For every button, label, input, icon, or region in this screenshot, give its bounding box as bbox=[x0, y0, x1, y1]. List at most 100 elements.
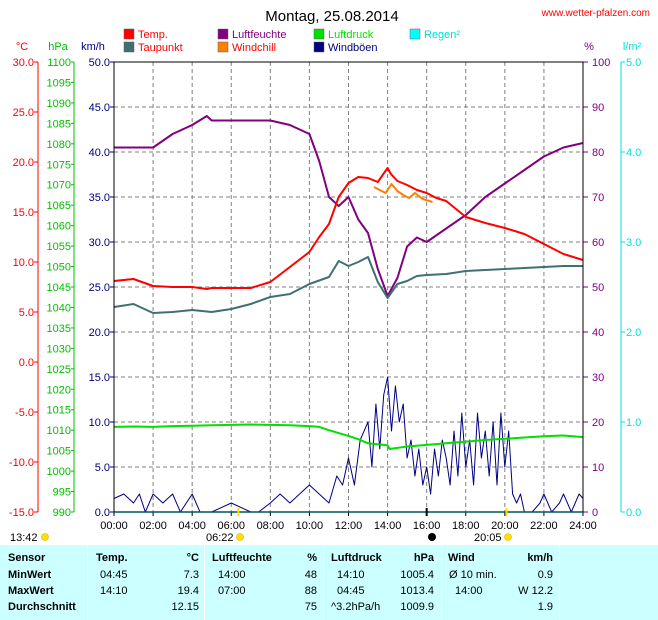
pressure-tick-label: 990 bbox=[53, 507, 71, 519]
temp-unit-label: °C bbox=[16, 41, 28, 53]
legend-swatch-windb-en bbox=[313, 41, 325, 53]
temp-tick-label: 0.0 bbox=[19, 357, 34, 369]
time-tick-label: 08:00 bbox=[257, 520, 285, 532]
time-tick-label: 00:00 bbox=[100, 520, 128, 532]
stats-cell: 1.9 bbox=[537, 601, 553, 613]
daylength-sun-icon bbox=[41, 533, 49, 541]
stats-cell: W 12.2 bbox=[518, 585, 553, 597]
wind-tick-label: 35.0 bbox=[89, 192, 110, 204]
temp-tick-label: 25.0 bbox=[13, 107, 34, 119]
weather-chart: Montag, 25.08.2014 www.wetter-pfalzen.co… bbox=[8, 8, 650, 544]
time-tick-label: 20:00 bbox=[491, 520, 519, 532]
stats-divider bbox=[204, 545, 205, 620]
stats-cell: 48 bbox=[304, 569, 317, 581]
stats-header-humidity-unit: % bbox=[307, 552, 317, 564]
stats-divider bbox=[323, 545, 324, 620]
humidity-tick-label: 40 bbox=[592, 327, 604, 339]
stats-header-pressure-unit: hPa bbox=[413, 552, 434, 564]
stats-cell: 0.9 bbox=[537, 569, 553, 581]
sunrise-sun-icon bbox=[236, 533, 244, 541]
stats-cell: 1005.4 bbox=[400, 569, 434, 581]
time-tick-label: 18:00 bbox=[452, 520, 480, 532]
humidity-tick-label: 100 bbox=[592, 57, 610, 69]
wind-tick-label: 40.0 bbox=[89, 147, 110, 159]
legend-label-windchill: Windchill bbox=[232, 42, 276, 54]
stats-header-temp-unit: °C bbox=[186, 552, 199, 564]
stats-header-wind-unit: km/h bbox=[527, 552, 553, 564]
rain-tick-label: 3.0 bbox=[626, 237, 641, 249]
stats-row-label: MinWert bbox=[8, 569, 52, 581]
pressure-tick-label: 1075 bbox=[47, 159, 71, 171]
wind-tick-label: 30.0 bbox=[89, 237, 110, 249]
stats-cell: 7.3 bbox=[183, 569, 199, 581]
wind-tick-label: 25.0 bbox=[89, 282, 110, 294]
humidity-tick-label: 60 bbox=[592, 237, 604, 249]
wind-tick-label: 5.0 bbox=[95, 462, 110, 474]
time-tick-label: 04:00 bbox=[178, 520, 206, 532]
sun-markers: 13:42 06:22 20:05 bbox=[10, 532, 512, 544]
humidity-tick-label: 0 bbox=[592, 507, 598, 519]
rain-unit-label: l/m² bbox=[623, 41, 642, 53]
humidity-tick-label: 20 bbox=[592, 417, 604, 429]
temp-tick-label: 30.0 bbox=[13, 57, 34, 69]
series-temp-line bbox=[113, 167, 584, 290]
plot-border bbox=[113, 61, 584, 513]
time-tick-label: 02:00 bbox=[139, 520, 167, 532]
legend-label-taupunkt: Taupunkt bbox=[138, 42, 183, 54]
stats-cell: 14:10 bbox=[100, 585, 128, 597]
legend-swatch-luftdruck bbox=[313, 28, 325, 40]
humidity-tick-label: 70 bbox=[592, 192, 604, 204]
stats-divider bbox=[441, 545, 442, 620]
plot-frame bbox=[113, 61, 584, 516]
sunset-label: 20:05 bbox=[474, 532, 502, 544]
daylength-label: 13:42 bbox=[10, 532, 38, 544]
stats-header-temp: Temp. bbox=[96, 552, 128, 564]
legend-label-regen: Regen² bbox=[424, 29, 460, 41]
site-link[interactable]: www.wetter-pfalzen.com bbox=[541, 8, 650, 19]
temp-tick-label: -15.0 bbox=[9, 507, 34, 519]
pressure-tick-label: 1070 bbox=[47, 180, 71, 192]
humidity-tick-label: 50 bbox=[592, 282, 604, 294]
pressure-tick-label: 1045 bbox=[47, 282, 71, 294]
legend-swatch-luftfeuchte bbox=[217, 28, 229, 40]
legend-label-windb-en: Windböen bbox=[328, 42, 378, 54]
sunset-sun-icon bbox=[504, 533, 512, 541]
wind-tick-label: 45.0 bbox=[89, 102, 110, 114]
pressure-tick-label: 1090 bbox=[47, 98, 71, 110]
pressure-tick-label: 1000 bbox=[47, 466, 71, 478]
pressure-tick-label: 1060 bbox=[47, 221, 71, 233]
stats-cell: 88 bbox=[304, 585, 317, 597]
stats-cell: 04:45 bbox=[100, 569, 128, 581]
wind-unit-label: km/h bbox=[81, 41, 105, 53]
temp-tick-label: 15.0 bbox=[13, 207, 34, 219]
legend-label-luftfeuchte: Luftfeuchte bbox=[232, 29, 286, 41]
temp-tick-label: 20.0 bbox=[13, 157, 34, 169]
time-tick-label: 10:00 bbox=[296, 520, 324, 532]
series-windchill-line bbox=[373, 183, 433, 203]
series-taupunkt-line bbox=[113, 256, 583, 314]
stats-cell: 14:10 bbox=[337, 569, 365, 581]
pressure-tick-label: 1015 bbox=[47, 405, 71, 417]
axis-ticks: 30.0 25.0 20.0 15.0 10.0 5.0 0.0 -5.0 -10.0 -15.0… bbox=[9, 57, 641, 532]
stats-header-humidity: Luftfeuchte bbox=[212, 552, 272, 564]
pressure-tick-label: 1035 bbox=[47, 323, 71, 335]
series-luftdruck-line bbox=[113, 423, 584, 450]
wind-tick-label: 0.0 bbox=[95, 507, 110, 519]
humidity-tick-label: 10 bbox=[592, 462, 604, 474]
humidity-tick-label: 80 bbox=[592, 147, 604, 159]
pressure-tick-label: 1010 bbox=[47, 425, 71, 437]
rain-tick-label: 4.0 bbox=[626, 147, 641, 159]
stats-cell: 07:00 bbox=[218, 585, 246, 597]
stats-header-pressure: Luftdruck bbox=[331, 552, 382, 564]
pressure-tick-label: 1080 bbox=[47, 139, 71, 151]
pressure-unit-label: hPa bbox=[48, 41, 68, 53]
wind-tick-label: 20.0 bbox=[89, 327, 110, 339]
pressure-tick-label: 1100 bbox=[47, 57, 71, 69]
pressure-tick-label: 1055 bbox=[47, 241, 71, 253]
wind-tick-label: 15.0 bbox=[89, 372, 110, 384]
humidity-unit-label: % bbox=[584, 41, 594, 53]
legend-swatch-taupunkt bbox=[123, 41, 135, 53]
time-tick-label: 14:00 bbox=[374, 520, 402, 532]
moon-icon bbox=[428, 533, 436, 541]
time-tick-label: 22:00 bbox=[530, 520, 558, 532]
